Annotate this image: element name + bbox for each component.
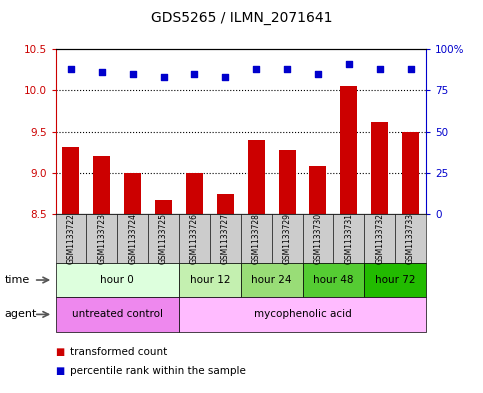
Text: GSM1133733: GSM1133733 xyxy=(406,213,415,264)
Point xyxy=(252,66,260,72)
Bar xyxy=(248,140,265,214)
Bar xyxy=(62,147,80,214)
Bar xyxy=(371,122,388,214)
Text: GSM1133727: GSM1133727 xyxy=(221,213,230,264)
Text: mycophenolic acid: mycophenolic acid xyxy=(254,309,352,320)
Bar xyxy=(402,132,419,214)
Bar xyxy=(186,173,203,214)
Text: GSM1133724: GSM1133724 xyxy=(128,213,137,264)
Point xyxy=(160,74,168,80)
Bar xyxy=(279,150,296,214)
Point xyxy=(407,66,414,72)
Text: hour 72: hour 72 xyxy=(375,275,415,285)
Bar xyxy=(341,86,357,214)
Text: hour 0: hour 0 xyxy=(100,275,134,285)
Text: GSM1133730: GSM1133730 xyxy=(313,213,323,264)
Text: GSM1133729: GSM1133729 xyxy=(283,213,292,264)
Text: GSM1133723: GSM1133723 xyxy=(98,213,106,264)
Point xyxy=(67,66,75,72)
Point xyxy=(314,71,322,77)
Text: transformed count: transformed count xyxy=(70,347,167,357)
Point xyxy=(98,69,106,75)
Text: ■: ■ xyxy=(56,347,65,357)
Bar xyxy=(310,166,327,214)
Text: percentile rank within the sample: percentile rank within the sample xyxy=(70,366,246,376)
Bar xyxy=(124,173,141,214)
Point xyxy=(222,74,229,80)
Point xyxy=(129,71,137,77)
Point xyxy=(345,61,353,67)
Text: untreated control: untreated control xyxy=(72,309,163,320)
Text: GSM1133731: GSM1133731 xyxy=(344,213,354,264)
Text: hour 48: hour 48 xyxy=(313,275,354,285)
Point xyxy=(191,71,199,77)
Text: GSM1133722: GSM1133722 xyxy=(67,213,75,264)
Text: hour 24: hour 24 xyxy=(251,275,292,285)
Bar xyxy=(93,156,110,214)
Text: GSM1133732: GSM1133732 xyxy=(375,213,384,264)
Point xyxy=(283,66,291,72)
Text: agent: agent xyxy=(5,309,37,320)
Bar xyxy=(217,194,234,214)
Text: GSM1133725: GSM1133725 xyxy=(159,213,168,264)
Text: GDS5265 / ILMN_2071641: GDS5265 / ILMN_2071641 xyxy=(151,11,332,25)
Bar xyxy=(155,200,172,214)
Point xyxy=(376,66,384,72)
Text: GSM1133726: GSM1133726 xyxy=(190,213,199,264)
Text: ■: ■ xyxy=(56,366,65,376)
Text: hour 12: hour 12 xyxy=(190,275,230,285)
Text: GSM1133728: GSM1133728 xyxy=(252,213,261,264)
Text: time: time xyxy=(5,275,30,285)
